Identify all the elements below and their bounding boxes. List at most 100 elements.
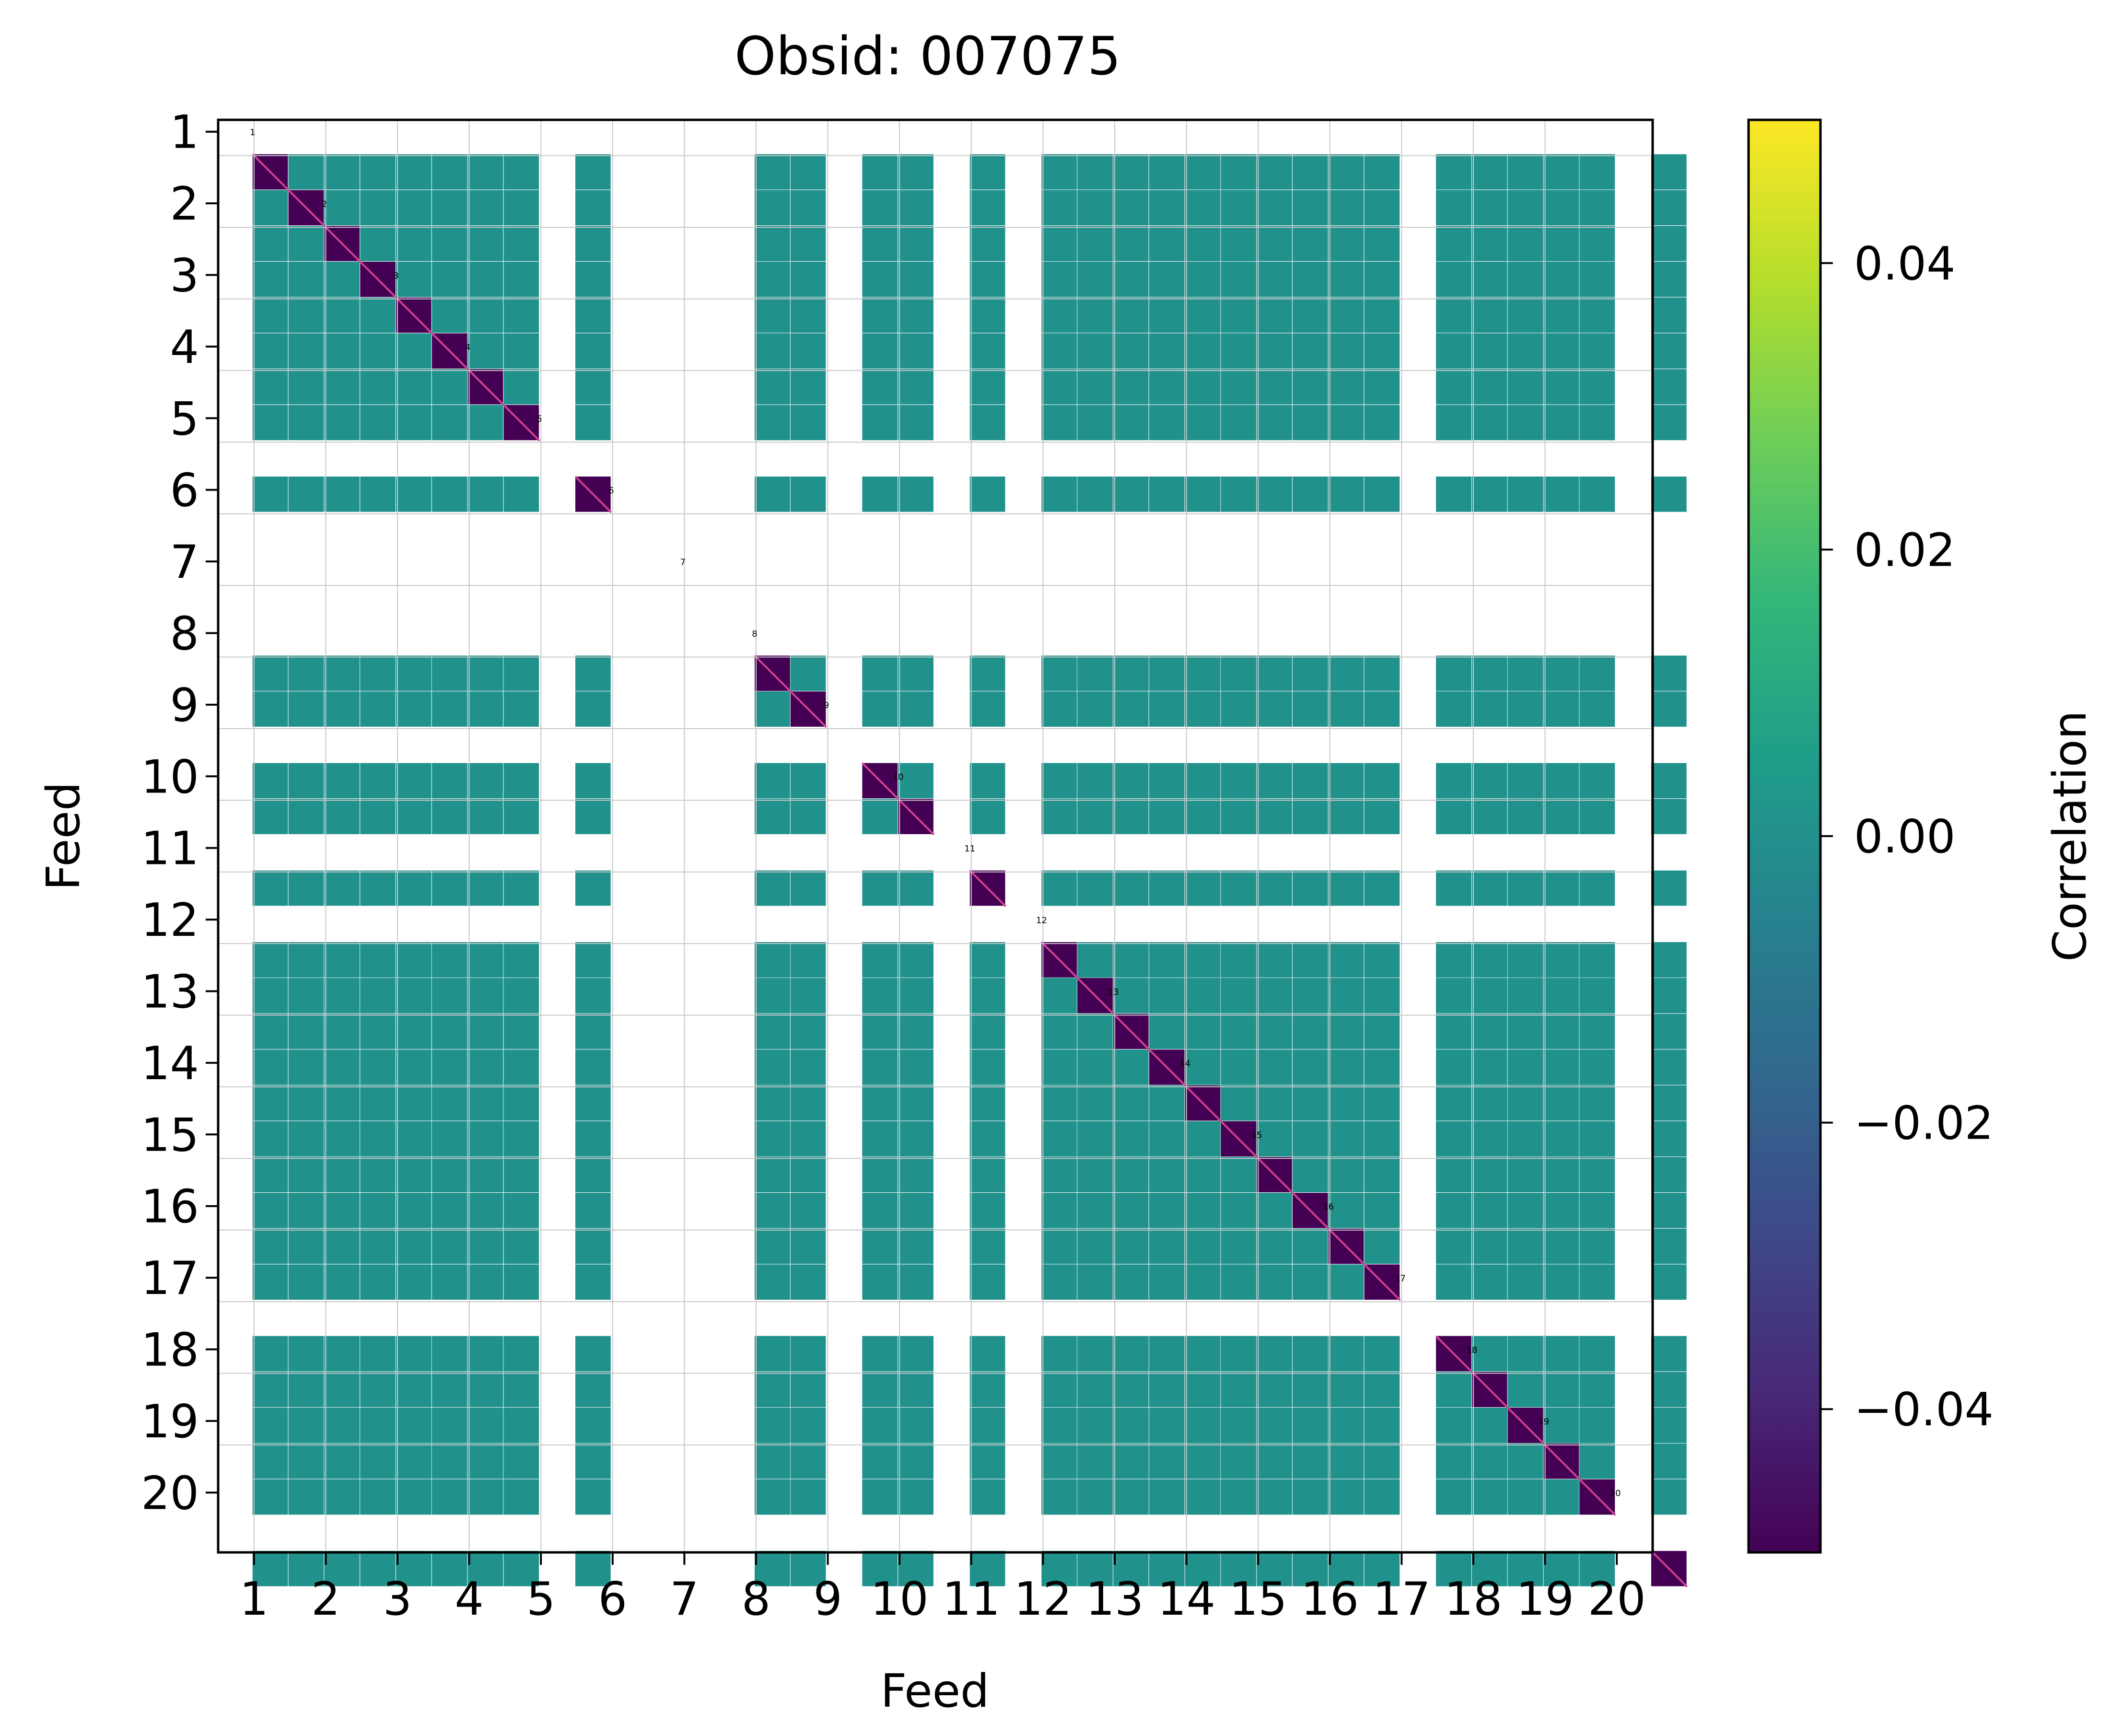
sideband-cell: [1185, 1228, 1221, 1264]
feed-pair-block-14-4: [467, 1085, 611, 1228]
sideband-cell: [1257, 1014, 1292, 1049]
feed-pair-block-8-1: [252, 655, 396, 799]
sideband-cell: [324, 1443, 360, 1479]
sideband-cell: [1257, 1443, 1292, 1479]
sideband-cell: [1579, 477, 1615, 512]
sideband-cell: [467, 1193, 503, 1228]
sideband-cell: [252, 226, 288, 261]
sideband-cell: [1436, 477, 1471, 512]
feed-pair-block-12-2: [324, 942, 467, 1014]
sideband-cell: [360, 369, 396, 405]
sideband-cell: [288, 1193, 324, 1228]
sideband-cell: [1472, 477, 1507, 512]
sideband-cell: [1507, 763, 1543, 799]
sideband-cell: [1579, 763, 1615, 799]
feed-pair-block-1-14: [1185, 154, 1328, 297]
sideband-cell: [755, 1049, 790, 1085]
sideband-cell: [1543, 1551, 1579, 1586]
sideband-cell: [1185, 333, 1221, 369]
sideband-cell: [1579, 154, 1615, 190]
sideband-cell: [1436, 1479, 1471, 1515]
sideband-cell: [1472, 978, 1507, 1014]
y-tick-label: 1: [170, 106, 199, 159]
sideband-cell: [898, 655, 933, 691]
sideband-cell: [575, 405, 611, 441]
feed-pair-block-1-4: [467, 154, 611, 297]
sideband-cell: [1364, 190, 1400, 225]
sideband-cell: [503, 1479, 539, 1515]
sideband-cell: [1328, 1336, 1364, 1372]
sideband-cell: [1293, 763, 1328, 799]
sideband-cell: [1328, 333, 1364, 369]
feed-pair-block-4-8: [755, 369, 898, 512]
sideband-cell: [862, 1264, 898, 1300]
colorbar-tick-label: 0.00: [1854, 811, 1956, 863]
sideband-cell: [252, 1014, 288, 1049]
sideband-cell: [1293, 1264, 1328, 1300]
sideband-cell: [1507, 154, 1543, 190]
sideband-cell: [969, 1085, 1005, 1121]
diagonal-autocorrelation-line: [1112, 1013, 1150, 1050]
sideband-cell: [396, 405, 432, 441]
x-tick-label: 4: [455, 1573, 483, 1626]
feed-pair-block-8-4: [467, 655, 611, 799]
diagonal-label-20: 20: [1610, 1489, 1621, 1499]
sideband-cell: [1077, 1443, 1113, 1479]
sideband-cell: [1041, 261, 1077, 297]
sideband-cell: [1113, 226, 1149, 261]
sideband-cell: [862, 190, 898, 225]
sideband-cell: [1077, 1372, 1113, 1408]
sideband-cell: [862, 1049, 898, 1085]
sideband-cell: [432, 1408, 467, 1443]
sideband-cell: [1077, 333, 1113, 369]
sideband-cell: [1221, 978, 1257, 1014]
sideband-cell: [755, 1157, 790, 1192]
sideband-cell: [1328, 1193, 1364, 1228]
sideband-cell: [1149, 226, 1185, 261]
sideband-cell: [1543, 226, 1579, 261]
diagonal-autocorrelation-line: [1435, 1335, 1473, 1373]
sideband-cell: [898, 1085, 933, 1121]
sideband-cell: [503, 1551, 539, 1586]
sideband-cell: [1113, 691, 1149, 727]
sideband-cell: [969, 1014, 1005, 1049]
sideband-cell: [1472, 799, 1507, 834]
sideband-cell: [969, 333, 1005, 369]
sideband-cell: [252, 477, 288, 512]
sideband-cell: [755, 154, 790, 190]
sideband-cell: [969, 1049, 1005, 1085]
sideband-cell: [324, 655, 360, 691]
sideband-cell: [1472, 1157, 1507, 1192]
sideband-cell: [1041, 1551, 1077, 1586]
sideband-cell: [1221, 297, 1257, 333]
sideband-cell: [1507, 1228, 1543, 1264]
sideband-cell: [288, 1372, 324, 1408]
sideband-cell: [1543, 154, 1579, 190]
sideband-cell: [1113, 1479, 1149, 1515]
sideband-cell: [575, 1408, 611, 1443]
sideband-cell: [898, 261, 933, 297]
sideband-cell: [1113, 297, 1149, 333]
sideband-cell: [1436, 1157, 1471, 1192]
sideband-cell: [1543, 1193, 1579, 1228]
sideband-cell: [252, 1121, 288, 1157]
sideband-cell: [1113, 369, 1149, 405]
sideband-cell: [1472, 1551, 1507, 1586]
sideband-cell: [1041, 1049, 1077, 1085]
sideband-cell: [432, 655, 467, 691]
sideband-cell: [790, 870, 826, 906]
sideband-cell: [1221, 405, 1257, 441]
sideband-cell: [324, 1228, 360, 1264]
sideband-cell: [1364, 1372, 1400, 1408]
sideband-cell: [503, 261, 539, 297]
sideband-cell: [790, 369, 826, 405]
sideband-cell: [360, 942, 396, 978]
sideband-cell: [1328, 1157, 1364, 1192]
sideband-cell: [969, 405, 1005, 441]
sideband-cell: [396, 154, 432, 190]
x-tick-label: 17: [1373, 1573, 1431, 1626]
sideband-cell: [1651, 1443, 1687, 1479]
sideband-cell: [1472, 190, 1507, 225]
sideband-cell: [288, 1408, 324, 1443]
sideband-cell: [1185, 691, 1221, 727]
